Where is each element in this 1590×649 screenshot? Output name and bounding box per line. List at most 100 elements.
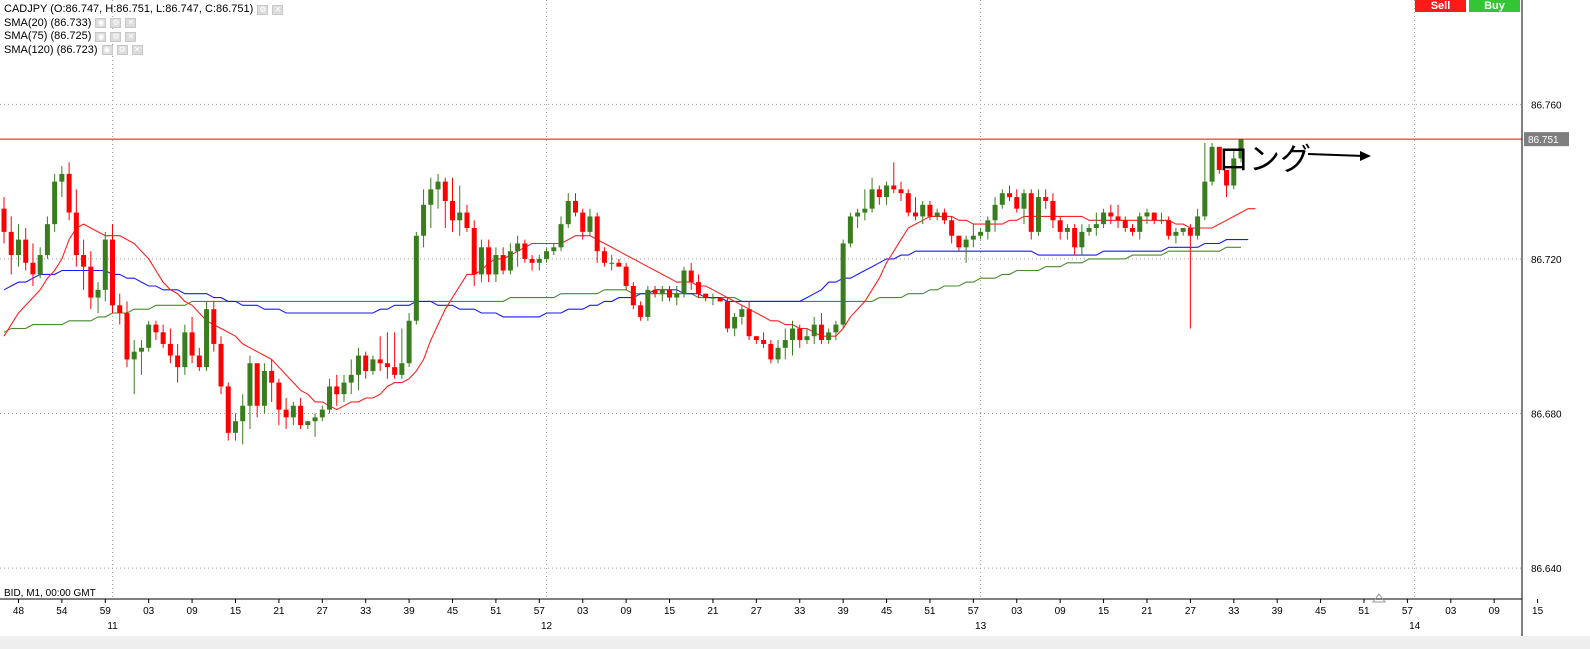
candle-body (1195, 216, 1201, 236)
candle-body (797, 328, 803, 341)
candle-body (695, 282, 701, 294)
close-icon[interactable]: ✕ (125, 18, 137, 29)
candle-body (413, 235, 419, 321)
x-tick-label: 57 (534, 606, 546, 617)
x-tick-label: 09 (1489, 606, 1501, 617)
candle-body (1137, 216, 1143, 232)
candle-body (572, 200, 578, 213)
candle-body (985, 220, 991, 232)
x-tick-label: 03 (577, 606, 589, 617)
candle-body (305, 421, 311, 426)
candle-body (1, 208, 7, 232)
sma120-legend-text: SMA(120) (86.723) (4, 43, 98, 56)
candle-body (319, 409, 325, 418)
candle-body (1101, 212, 1107, 225)
candle-body (1014, 197, 1020, 209)
candle-body (1144, 212, 1150, 217)
y-tick-label: 86.720 (1531, 255, 1562, 266)
candle-body (312, 417, 318, 422)
candle-body (261, 370, 267, 406)
candle-body (623, 266, 629, 286)
candle-body (254, 363, 260, 406)
candle-body (790, 328, 796, 341)
date-tick-label: 12 (541, 621, 553, 632)
candle-body (818, 324, 824, 341)
candle-body (23, 239, 29, 263)
x-tick-label: 15 (664, 606, 676, 617)
candle-body (355, 355, 361, 375)
candle-body (963, 239, 969, 248)
candle-body (920, 204, 926, 217)
candle-body (30, 262, 36, 275)
candle-body (182, 332, 188, 368)
sma20-legend-row: SMA(20) (86.733) ◉ ⚙ ✕ (4, 17, 283, 31)
candle-body (529, 258, 535, 263)
x-tick-label: 21 (1141, 606, 1153, 617)
sma120-legend-row: SMA(120) (86.723) ◉ ⚙ ✕ (4, 44, 283, 58)
candle-body (999, 193, 1005, 205)
x-tick-label: 09 (187, 606, 199, 617)
candle-body (66, 173, 72, 213)
candle-body (493, 255, 499, 275)
candle-body (833, 324, 839, 333)
symbol-legend-row: CADJPY (O:86.747, H:86.751, L:86.747, C:… (4, 3, 284, 17)
buy-button[interactable]: Buy (1469, 0, 1520, 12)
settings-icon[interactable]: ⚙ (110, 31, 122, 42)
candle-body (1086, 228, 1092, 232)
candle-body (384, 363, 390, 368)
candle-body (1151, 212, 1157, 221)
candle-body (131, 351, 137, 360)
candle-body (652, 289, 658, 294)
candle-body (298, 405, 304, 426)
candle-body (732, 316, 738, 329)
x-tick-label: 27 (751, 606, 763, 617)
settings-icon[interactable]: ⚙ (110, 18, 122, 29)
candle-body (927, 204, 933, 217)
candle-body (775, 347, 781, 360)
close-icon[interactable]: ✕ (272, 4, 284, 15)
candle-body (341, 382, 347, 395)
candle-body (370, 359, 376, 371)
sell-button[interactable]: Sell (1415, 0, 1466, 12)
candle-body (544, 251, 550, 259)
candle-body (153, 324, 159, 333)
x-tick-label: 48 (13, 606, 25, 617)
x-tick-label: 33 (1228, 606, 1240, 617)
candle-body (1108, 212, 1114, 217)
candle-body (1021, 193, 1027, 209)
candle-body (1050, 200, 1056, 221)
candle-body (377, 359, 383, 364)
y-tick-label: 86.680 (1531, 410, 1562, 421)
candle-body (934, 212, 940, 217)
sma20-legend-text: SMA(20) (86.733) (4, 16, 92, 29)
candle-body (218, 343, 224, 387)
candle-body (486, 247, 492, 275)
candle-body (992, 204, 998, 221)
candle-body (1028, 193, 1034, 232)
candle-body (703, 293, 709, 298)
x-tick-label: 45 (881, 606, 893, 617)
settings-icon[interactable]: ⚙ (257, 4, 269, 15)
candle-body (204, 309, 210, 368)
settings-icon[interactable]: ⚙ (116, 45, 128, 56)
hide-icon[interactable]: ◉ (101, 45, 113, 56)
close-icon[interactable]: ✕ (131, 45, 143, 56)
x-tick-label: 15 (1098, 606, 1110, 617)
candle-body (450, 200, 456, 221)
date-tick-label: 14 (1409, 621, 1421, 632)
candle-body (616, 262, 622, 267)
candle-body (1057, 220, 1063, 232)
candle-body (847, 216, 853, 244)
candle-body (421, 204, 427, 236)
x-tick-label: 03 (1445, 606, 1457, 617)
close-icon[interactable]: ✕ (125, 31, 137, 42)
candle-body (674, 293, 680, 298)
candle-body (558, 224, 564, 248)
x-tick-label: 51 (490, 606, 502, 617)
candle-body (746, 309, 752, 337)
hide-icon[interactable]: ◉ (95, 18, 107, 29)
candle-body (406, 320, 412, 364)
hide-icon[interactable]: ◉ (95, 31, 107, 42)
candle-body (1173, 231, 1179, 236)
